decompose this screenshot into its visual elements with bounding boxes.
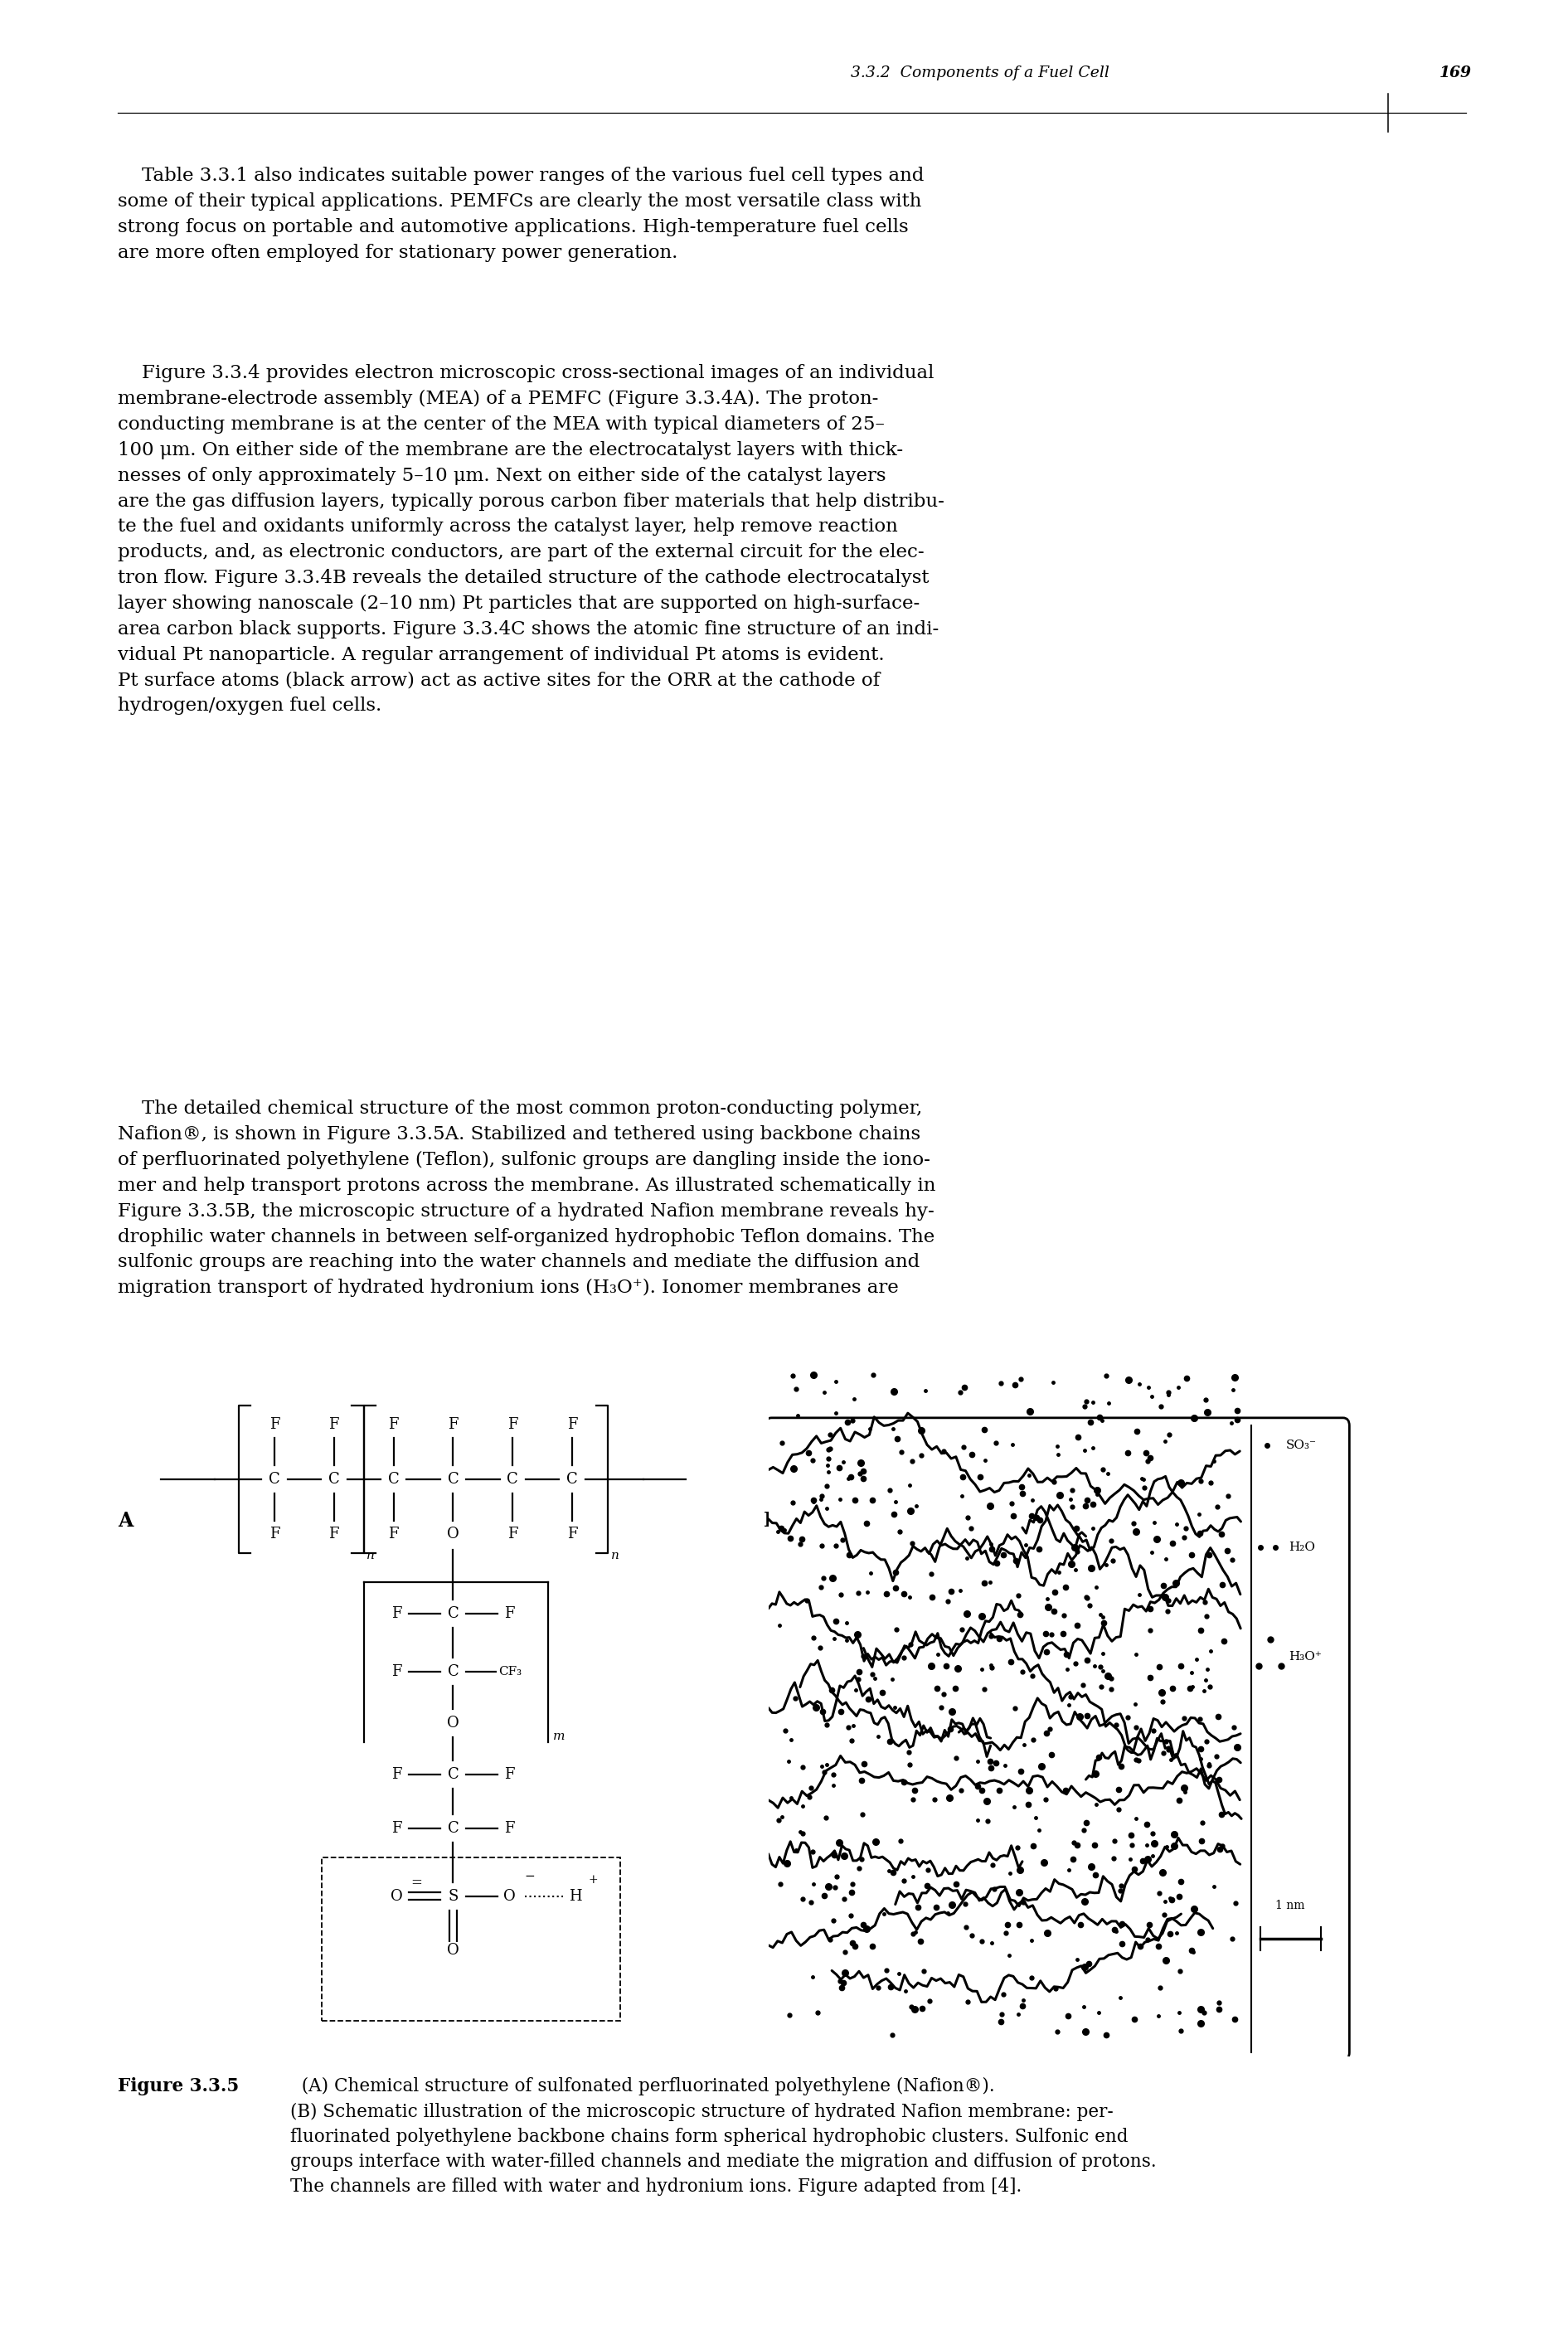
Text: H₃O⁺: H₃O⁺ xyxy=(1289,1652,1322,1661)
Text: F: F xyxy=(392,1767,401,1781)
Text: C: C xyxy=(447,1471,459,1488)
Text: F: F xyxy=(392,1607,401,1621)
Text: F: F xyxy=(568,1528,577,1542)
Text: H₂O: H₂O xyxy=(1289,1542,1316,1553)
Text: C: C xyxy=(447,1821,459,1835)
Text: F: F xyxy=(389,1417,398,1434)
Text: F: F xyxy=(389,1528,398,1542)
Text: O: O xyxy=(447,1528,459,1542)
Text: O: O xyxy=(447,1943,459,1958)
Text: Figure 3.3.5: Figure 3.3.5 xyxy=(118,2077,238,2096)
Text: (A) Chemical structure of sulfonated perfluorinated polyethylene (Nafion®).
(B) : (A) Chemical structure of sulfonated per… xyxy=(290,2077,1156,2195)
Text: C: C xyxy=(328,1471,340,1488)
Text: C: C xyxy=(387,1471,400,1488)
Text: F: F xyxy=(568,1417,577,1434)
Text: F: F xyxy=(508,1417,517,1434)
Text: +: + xyxy=(588,1875,597,1885)
Text: n: n xyxy=(612,1551,619,1560)
Text: F: F xyxy=(329,1528,339,1542)
Text: C: C xyxy=(566,1471,579,1488)
Text: O: O xyxy=(447,1716,459,1730)
Text: =: = xyxy=(411,1875,422,1889)
Text: C: C xyxy=(447,1607,459,1621)
Text: C: C xyxy=(268,1471,281,1488)
Text: H: H xyxy=(569,1889,582,1904)
Text: Table 3.3.1 also indicates suitable power ranges of the various fuel cell types : Table 3.3.1 also indicates suitable powe… xyxy=(118,167,924,261)
Text: The detailed chemical structure of the most common proton-conducting polymer,
Na: The detailed chemical structure of the m… xyxy=(118,1100,936,1297)
Text: F: F xyxy=(505,1607,514,1621)
Text: n: n xyxy=(367,1551,375,1560)
Text: 1 nm: 1 nm xyxy=(1276,1899,1305,1911)
Text: SO₃⁻: SO₃⁻ xyxy=(1286,1441,1317,1450)
Text: m: m xyxy=(554,1730,566,1741)
Text: F: F xyxy=(448,1417,458,1434)
Text: F: F xyxy=(505,1821,514,1835)
Text: Figure 3.3.4 provides electron microscopic cross-sectional images of an individu: Figure 3.3.4 provides electron microscop… xyxy=(118,364,944,714)
Text: S: S xyxy=(448,1889,458,1904)
Text: 169: 169 xyxy=(1439,66,1471,80)
Text: O: O xyxy=(503,1889,516,1904)
Text: C: C xyxy=(447,1664,459,1680)
Text: F: F xyxy=(270,1417,279,1434)
Text: B: B xyxy=(764,1511,781,1530)
Text: F: F xyxy=(329,1417,339,1434)
Text: −: − xyxy=(524,1871,535,1882)
Text: 3.3.2  Components of a Fuel Cell: 3.3.2 Components of a Fuel Cell xyxy=(851,66,1109,80)
Text: A: A xyxy=(118,1511,133,1530)
Text: F: F xyxy=(508,1528,517,1542)
Text: C: C xyxy=(506,1471,519,1488)
Bar xyxy=(321,1856,619,2021)
Text: O: O xyxy=(390,1889,403,1904)
Text: F: F xyxy=(505,1767,514,1781)
Text: F: F xyxy=(392,1821,401,1835)
FancyBboxPatch shape xyxy=(765,1417,1350,2061)
Text: CF₃: CF₃ xyxy=(499,1666,522,1678)
Text: F: F xyxy=(392,1664,401,1680)
Text: F: F xyxy=(270,1528,279,1542)
Text: C: C xyxy=(447,1767,459,1781)
